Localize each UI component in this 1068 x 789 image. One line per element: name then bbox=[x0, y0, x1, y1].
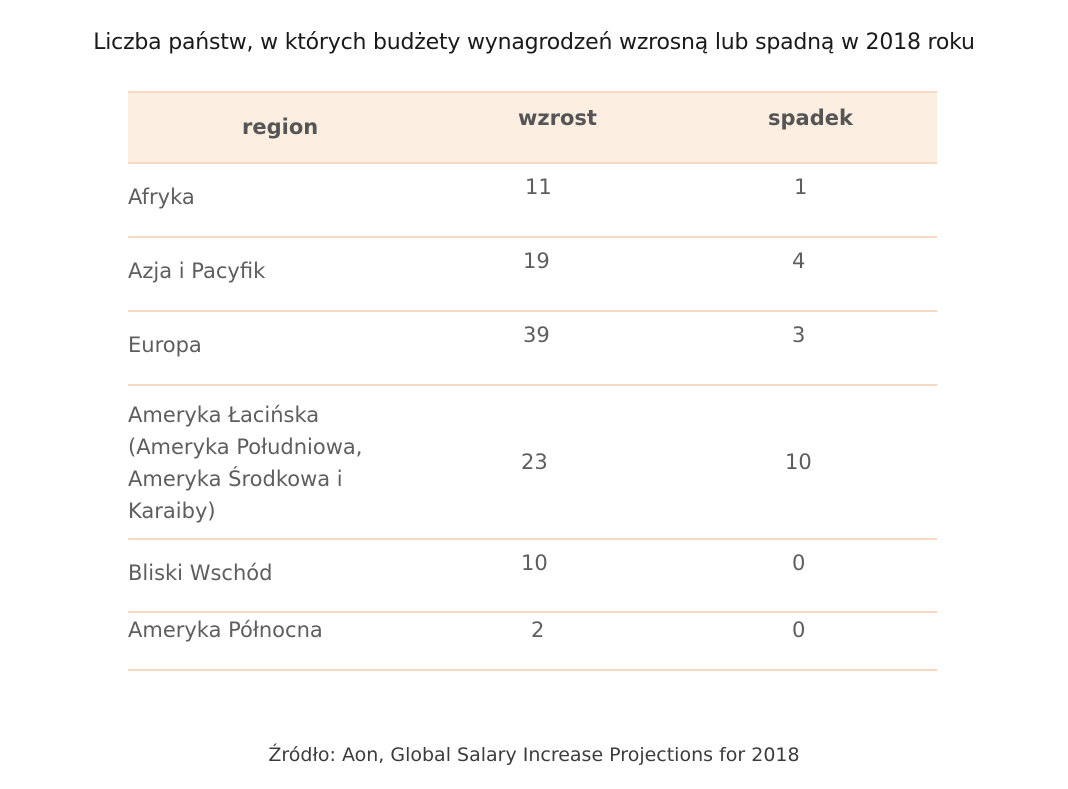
cell-region: Bliski Wschód bbox=[128, 561, 273, 585]
header-region: region bbox=[242, 115, 319, 139]
cell-wzrost: 10 bbox=[418, 540, 668, 611]
cell-region: Azja i Pacyfik bbox=[128, 259, 266, 283]
table-row: Ameryka Północna 2 0 bbox=[128, 613, 937, 671]
value-wzrost: 2 bbox=[531, 618, 545, 642]
value-spadek: 1 bbox=[794, 175, 808, 199]
header-wzrost: wzrost bbox=[518, 106, 597, 130]
table-row: Azja i Pacyfik 19 4 bbox=[128, 238, 937, 312]
value-wzrost: 23 bbox=[521, 450, 548, 474]
cell-spadek: 4 bbox=[668, 238, 937, 310]
cell-spadek: 0 bbox=[668, 540, 937, 611]
value-wzrost: 19 bbox=[523, 249, 550, 273]
table-row: Ameryka Łacińska (Ameryka Południowa, Am… bbox=[128, 386, 937, 540]
cell-region: Afryka bbox=[128, 185, 195, 209]
cell-spadek: 1 bbox=[668, 164, 937, 236]
cell-region: Europa bbox=[128, 333, 202, 357]
region-label: Ameryka Łacińska (Ameryka Południowa, Am… bbox=[128, 403, 363, 523]
value-spadek: 0 bbox=[792, 618, 806, 642]
table-row: Europa 39 3 bbox=[128, 312, 937, 386]
cell-spadek: 10 bbox=[668, 386, 937, 538]
cell-region: Ameryka Łacińska (Ameryka Południowa, Am… bbox=[128, 386, 418, 538]
value-wzrost: 39 bbox=[523, 323, 550, 347]
cell-wzrost: 2 bbox=[418, 613, 668, 669]
value-spadek: 10 bbox=[785, 450, 812, 474]
value-wzrost: 10 bbox=[521, 551, 548, 575]
cell-wzrost: 23 bbox=[418, 386, 668, 538]
value-spadek: 3 bbox=[792, 323, 806, 347]
value-wzrost: 11 bbox=[525, 175, 552, 199]
cell-region: Ameryka Północna bbox=[128, 618, 323, 642]
table-row: Bliski Wschód 10 0 bbox=[128, 540, 937, 613]
value-spadek: 4 bbox=[792, 249, 806, 273]
cell-spadek: 0 bbox=[668, 613, 937, 669]
source-note: Źródło: Aon, Global Salary Increase Proj… bbox=[268, 744, 800, 766]
value-spadek: 0 bbox=[792, 551, 806, 575]
table-header: region wzrost spadek bbox=[128, 91, 937, 164]
cell-spadek: 3 bbox=[668, 312, 937, 384]
chart-title: Liczba państw, w których budżety wynagro… bbox=[93, 30, 975, 55]
header-spadek: spadek bbox=[768, 106, 853, 130]
cell-wzrost: 39 bbox=[418, 312, 668, 384]
table-row: Afryka 11 1 bbox=[128, 164, 937, 238]
cell-wzrost: 11 bbox=[418, 164, 668, 236]
cell-wzrost: 19 bbox=[418, 238, 668, 310]
data-table: region wzrost spadek Afryka 11 1 Azja i … bbox=[128, 91, 937, 671]
